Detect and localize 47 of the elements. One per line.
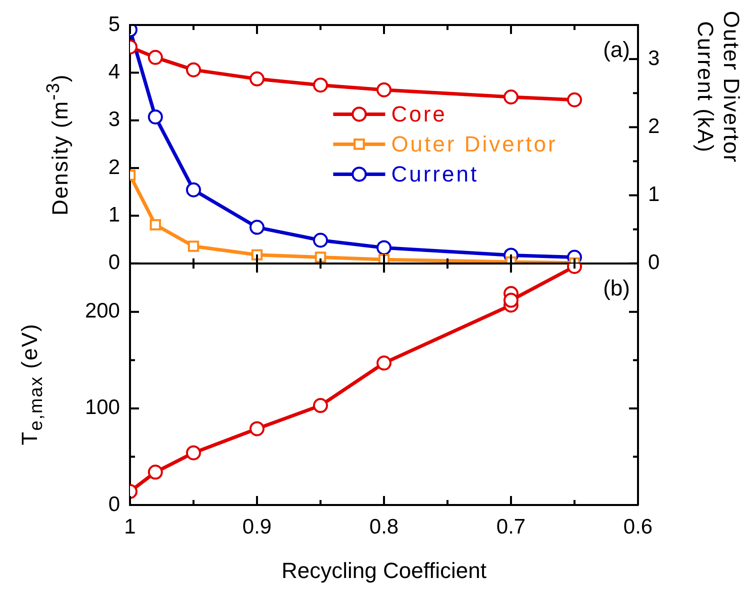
x-axis-title: Recycling Coefficient — [281, 558, 487, 583]
y-tick-label: 1 — [108, 204, 120, 227]
y-tick-label: 2 — [108, 156, 120, 179]
legend-label: Core — [391, 101, 447, 126]
point — [186, 445, 201, 460]
y2-tick-label: 2 — [648, 114, 660, 138]
y-tick-label: 0 — [108, 492, 120, 516]
y-tick-label: 4 — [108, 60, 120, 84]
point — [148, 50, 163, 65]
point — [250, 220, 264, 235]
x-tick-label: 0.6 — [623, 515, 653, 538]
point — [186, 182, 201, 198]
point — [504, 292, 518, 308]
point — [313, 232, 328, 248]
point — [313, 398, 328, 414]
y-tick-label: 5 — [108, 12, 120, 36]
point — [250, 71, 264, 86]
legend-label: Current — [391, 161, 479, 186]
point — [148, 109, 163, 124]
annotation: (a) — [603, 37, 630, 62]
point — [376, 240, 392, 256]
y2-tick-label: 3 — [648, 46, 660, 70]
point — [148, 464, 163, 480]
y-tick-label: 100 — [84, 396, 120, 420]
y2-axis-title: Outer Divertor Current (kA) — [692, 10, 744, 166]
point — [504, 90, 518, 105]
point — [376, 82, 392, 98]
x-tick-label: 0.9 — [242, 515, 272, 538]
y2-tick-label: 1 — [648, 183, 660, 206]
point — [186, 62, 201, 78]
point — [251, 249, 263, 260]
y2-tick-label: 0 — [648, 251, 660, 274]
point — [188, 240, 200, 252]
point — [150, 219, 161, 230]
point — [567, 92, 582, 108]
legend-label: Outer Divertor — [391, 131, 558, 156]
point — [376, 356, 392, 371]
annotation: (b) — [603, 276, 630, 301]
point — [250, 421, 264, 436]
x-tick-label: 0.7 — [496, 515, 526, 538]
point — [313, 78, 328, 93]
x-tick-label: 1 — [124, 515, 136, 538]
x-tick-label: 0.8 — [369, 515, 399, 538]
y-tick-label: 0 — [108, 251, 120, 274]
y-tick-label: 200 — [84, 300, 120, 323]
point — [314, 252, 326, 263]
y-tick-label: 3 — [108, 108, 120, 132]
